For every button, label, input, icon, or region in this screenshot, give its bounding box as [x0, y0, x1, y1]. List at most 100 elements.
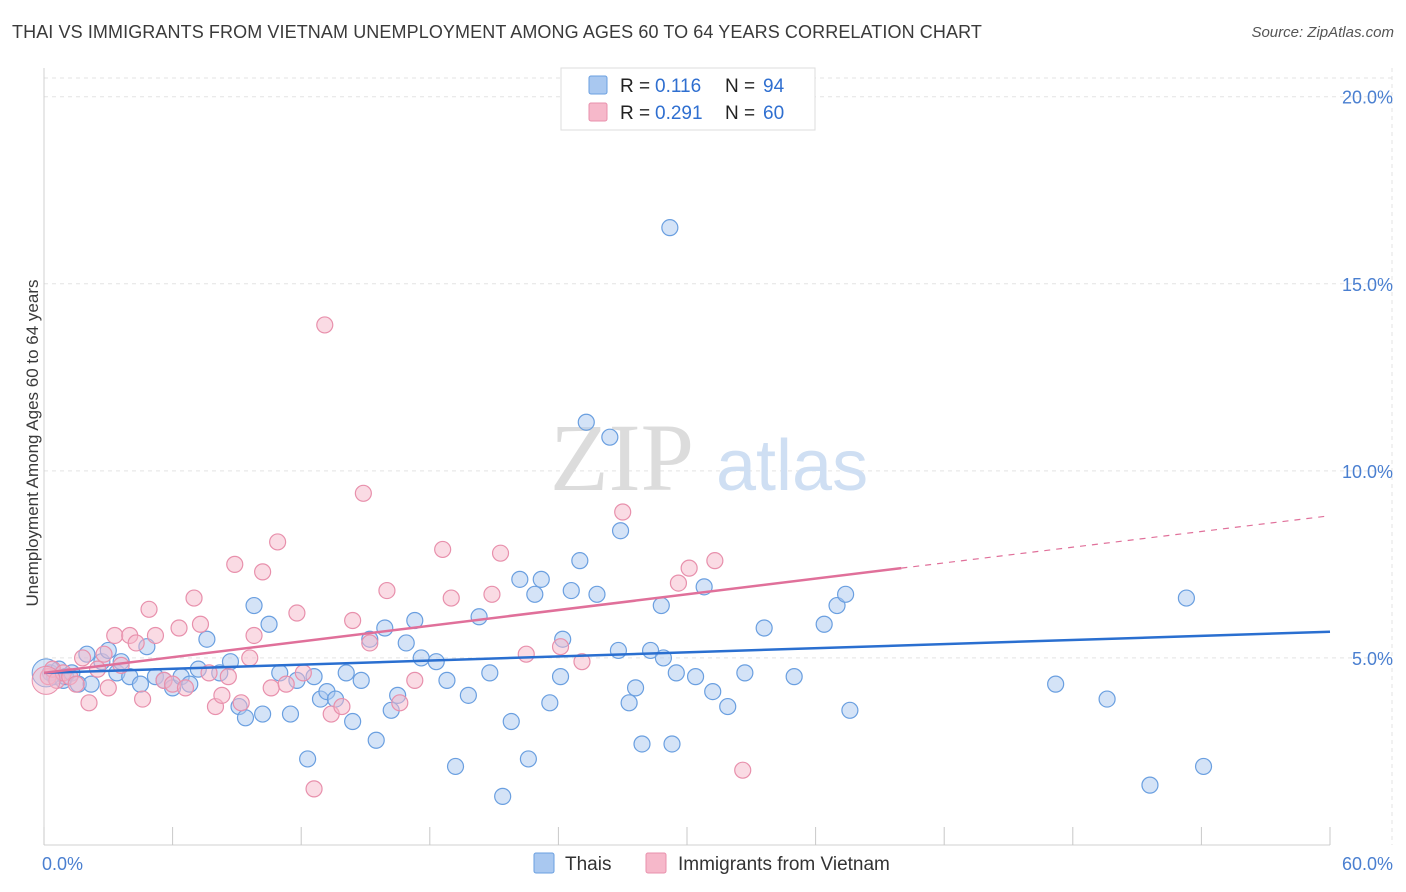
vietnam-point — [344, 611, 362, 630]
vietnam-point — [67, 675, 85, 693]
vietnam-point — [294, 664, 312, 682]
y-tick-label: 5.0% — [1352, 649, 1393, 669]
thai-point — [245, 596, 263, 615]
correlation-legend: R = 0.116 N = 94 R = 0.291 N = 60 — [560, 67, 816, 131]
thai-point — [736, 664, 754, 682]
legend-swatch-thais — [588, 75, 608, 95]
thai-point — [260, 615, 278, 633]
vietnam-point — [140, 600, 158, 618]
source-credit: Source: ZipAtlas.com — [1251, 24, 1394, 41]
vietnam-point — [614, 503, 632, 521]
axes — [43, 68, 1331, 846]
thai-point — [281, 705, 300, 723]
x-tick-label-max: 60.0% — [1342, 854, 1393, 874]
thai-point — [376, 619, 394, 637]
vietnam-point — [232, 694, 250, 712]
vietnam-point — [191, 615, 210, 633]
thai-point — [131, 675, 150, 693]
thai-point — [367, 731, 385, 749]
thai-point — [1177, 589, 1195, 607]
vietnam-point — [176, 679, 195, 697]
thai-point — [337, 664, 355, 682]
thai-point — [841, 701, 859, 719]
thai-point — [446, 757, 465, 776]
vietnam-point — [170, 619, 188, 637]
series-legend-swatch-vietnam[interactable] — [645, 852, 667, 874]
thai-point — [1047, 675, 1065, 693]
vietnam-point — [491, 544, 510, 562]
vietnam-point — [219, 668, 237, 686]
vietnam-point — [277, 675, 295, 693]
thai-point — [519, 750, 537, 768]
thai-trend-line — [43, 630, 1331, 675]
y-tick-label: 15.0% — [1342, 275, 1393, 295]
thai-point — [588, 585, 606, 603]
thai-point — [1141, 776, 1159, 794]
thai-point — [299, 750, 317, 768]
y-tick-label: 20.0% — [1342, 88, 1393, 108]
vietnam-trend-extension — [901, 515, 1331, 569]
thai-point — [719, 697, 737, 716]
thai-point — [611, 522, 630, 540]
thai-point — [481, 664, 499, 682]
vietnam-point — [333, 697, 351, 716]
vietnam-point — [88, 660, 107, 678]
vietnam-point — [99, 679, 117, 697]
thai-point — [551, 668, 570, 686]
legend-r-value-thais: 0.116 — [655, 76, 701, 97]
thai-point — [785, 668, 803, 686]
legend-r-value-vietnam: 0.291 — [655, 103, 703, 124]
thai-point — [686, 668, 705, 686]
thai-point — [633, 735, 651, 753]
thai-point — [815, 615, 833, 633]
thai-point — [1098, 690, 1116, 708]
thai-point — [459, 686, 477, 704]
vietnam-point — [378, 581, 396, 600]
y-tick-label: 10.0% — [1342, 462, 1393, 482]
vietnam-point — [254, 563, 272, 581]
vietnam-point — [406, 671, 424, 689]
watermark-atlas: atlas — [716, 426, 868, 506]
legend-n-value-vietnam: 60 — [763, 103, 784, 124]
vietnam-point — [241, 649, 259, 667]
trend-lines — [43, 515, 1331, 675]
thai-point — [667, 664, 685, 682]
vietnam-point — [316, 316, 334, 334]
x-tick-label-min: 0.0% — [42, 854, 83, 874]
thai-point — [652, 596, 670, 615]
thai-point — [663, 735, 681, 753]
vietnam-point — [669, 574, 688, 592]
series-legend-label-vietnam[interactable]: Immigrants from Vietnam — [678, 854, 890, 875]
vietnam-point — [573, 653, 591, 671]
vietnam-point — [269, 533, 287, 551]
thai-point — [562, 581, 580, 600]
vietnam-point — [80, 694, 98, 712]
thai-point — [494, 787, 512, 805]
thai-point — [577, 413, 595, 431]
series-legend-label-thais[interactable]: Thais — [565, 854, 611, 875]
vietnam-point — [354, 484, 372, 502]
thai-point — [502, 712, 520, 731]
vietnam-point — [442, 589, 460, 607]
thai-point — [254, 705, 272, 723]
vietnam-point — [146, 626, 165, 645]
legend-swatch-vietnam — [588, 102, 608, 122]
thai-point — [526, 585, 544, 603]
legend-r-label-thais: R = — [620, 76, 650, 97]
thai-point — [236, 709, 255, 727]
thai-point — [601, 428, 619, 446]
thai-point — [532, 570, 550, 588]
thai-point — [412, 649, 430, 667]
legend-n-value-thais: 94 — [763, 76, 785, 97]
vietnam-trend-line — [43, 566, 902, 675]
vietnam-points — [31, 316, 752, 798]
thai-point — [1194, 757, 1213, 776]
legend-n-label-vietnam: N = — [725, 103, 755, 124]
vietnam-point — [226, 555, 244, 573]
series-legend-swatch-thais[interactable] — [533, 852, 555, 874]
thai-point — [837, 585, 855, 603]
vietnam-point — [106, 626, 124, 645]
vietnam-point — [245, 626, 263, 645]
vietnam-point — [305, 780, 323, 798]
